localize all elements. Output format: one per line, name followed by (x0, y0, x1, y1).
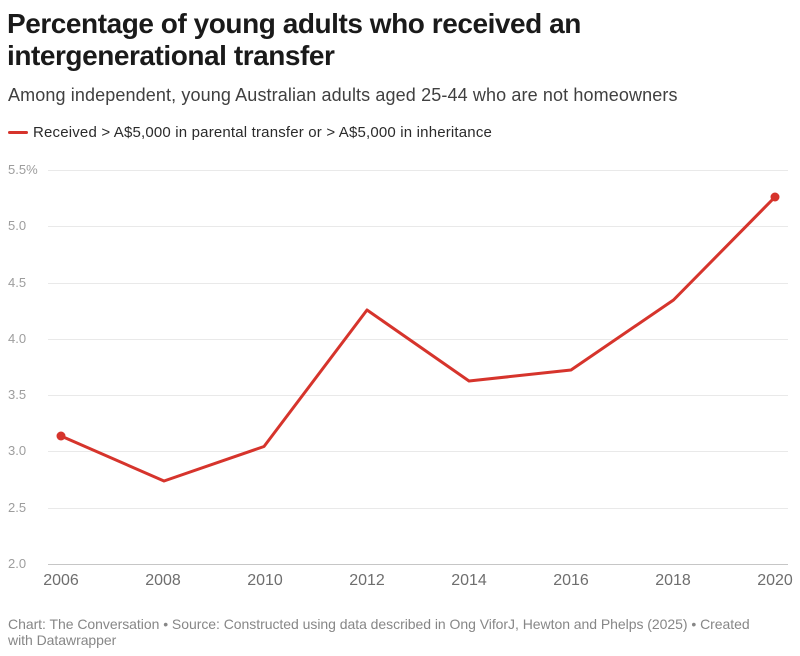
svg-text:4.5: 4.5 (8, 275, 26, 290)
svg-text:2014: 2014 (451, 572, 487, 589)
svg-text:2016: 2016 (553, 572, 589, 589)
svg-text:2008: 2008 (145, 572, 181, 589)
svg-text:5.5%: 5.5% (8, 162, 38, 177)
svg-text:2006: 2006 (43, 572, 79, 589)
svg-text:3.0: 3.0 (8, 443, 26, 458)
svg-text:2.0: 2.0 (8, 556, 26, 571)
svg-text:2.5: 2.5 (8, 500, 26, 515)
svg-text:4.0: 4.0 (8, 331, 26, 346)
svg-text:3.5: 3.5 (8, 387, 26, 402)
svg-text:2010: 2010 (247, 572, 283, 589)
svg-text:2012: 2012 (349, 572, 385, 589)
svg-text:5.0: 5.0 (8, 218, 26, 233)
svg-text:2020: 2020 (757, 572, 793, 589)
svg-text:2018: 2018 (655, 572, 691, 589)
